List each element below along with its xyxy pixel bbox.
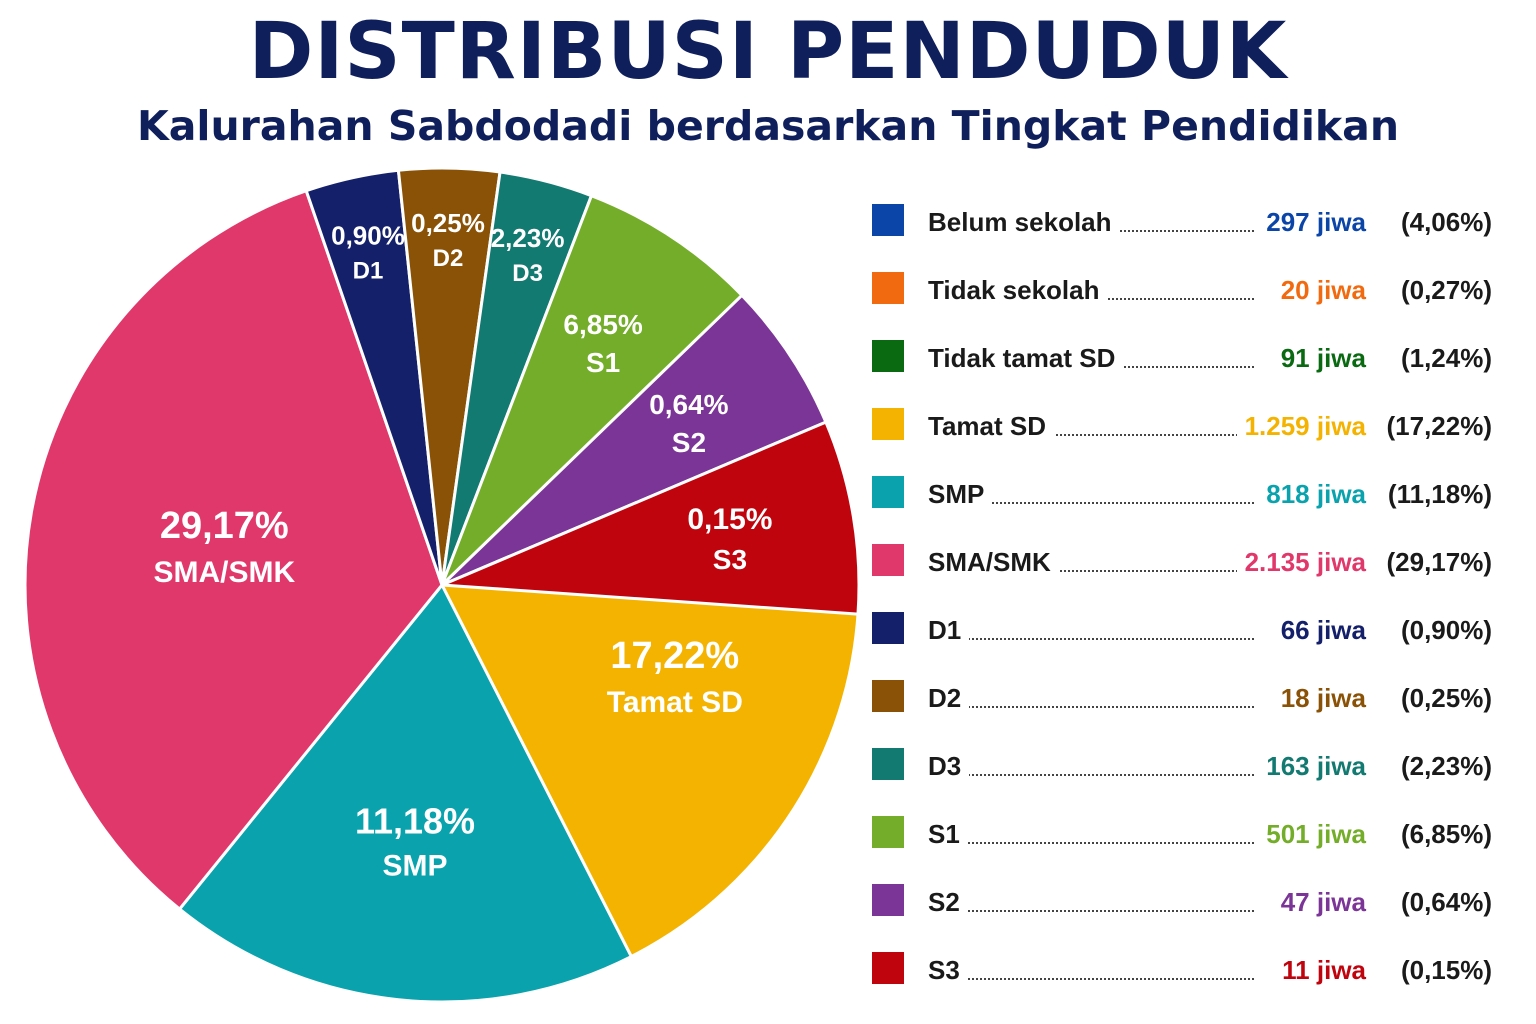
slice-percent-label: 0,90% xyxy=(331,220,405,250)
legend-count: 20 jiwa xyxy=(1272,272,1366,308)
slice-category-label: Tamat SD xyxy=(607,686,743,719)
legend-category-label: S3 xyxy=(928,952,968,988)
legend-category-label: D3 xyxy=(928,748,970,784)
legend-dotted-leader xyxy=(932,774,1254,776)
legend-category-label: SMP xyxy=(928,476,993,512)
legend-swatch xyxy=(872,544,904,576)
legend-item: SMP 818 jiwa (11,18%) xyxy=(872,476,1502,544)
legend-count: 818 jiwa xyxy=(1258,476,1366,512)
legend-count: 163 jiwa xyxy=(1258,748,1366,784)
legend-dotted-leader xyxy=(932,638,1254,640)
legend-percent: (0,64%) xyxy=(1400,887,1492,917)
legend-percent: (29,17%) xyxy=(1386,547,1493,577)
legend-dotted-leader xyxy=(932,502,1254,504)
legend-percent: (2,23%) xyxy=(1400,751,1492,781)
legend-swatch xyxy=(872,748,904,780)
legend-percent: (0,27%) xyxy=(1400,275,1492,305)
legend-swatch xyxy=(872,612,904,644)
legend-count: 66 jiwa xyxy=(1272,612,1366,648)
legend-item: S3 11 jiwa (0,15%) xyxy=(872,952,1502,1020)
legend-percent: (17,22%) xyxy=(1386,411,1493,441)
legend-swatch xyxy=(872,272,904,304)
legend-dotted-leader xyxy=(932,842,1254,844)
pie-slice-s3 xyxy=(440,420,861,616)
legend-category-label: SMA/SMK xyxy=(928,544,1059,580)
legend-swatch xyxy=(872,408,904,440)
legend-item: SMA/SMK 2.135 jiwa (29,17%) xyxy=(872,544,1502,612)
legend-item: S2 47 jiwa (0,64%) xyxy=(872,884,1502,952)
chart-title: DISTRIBUSI PENDUDUK xyxy=(248,7,1288,97)
legend-swatch xyxy=(872,476,904,508)
legend-count: 2.135 jiwa xyxy=(1236,544,1366,580)
legend-swatch xyxy=(872,816,904,848)
chart-legend: Belum sekolah 297 jiwa (4,06%) Tidak sekola… xyxy=(872,204,1502,1020)
slice-percent-label: 0,64% xyxy=(649,389,728,420)
legend-category-label: D1 xyxy=(928,612,970,648)
legend-swatch xyxy=(872,884,904,916)
legend-count: 501 jiwa xyxy=(1258,816,1366,852)
legend-item: D1 66 jiwa (0,90%) xyxy=(872,612,1502,680)
slice-category-label: S1 xyxy=(586,347,620,378)
slice-category-label: D1 xyxy=(353,257,384,284)
pie-slice-s1 xyxy=(440,194,744,587)
slice-percent-label: 6,85% xyxy=(563,309,642,340)
slice-percent-label: 2,23% xyxy=(491,223,565,253)
pie-slice-s2 xyxy=(440,293,828,587)
legend-dotted-leader xyxy=(932,434,1254,436)
legend-item: D2 18 jiwa (0,25%) xyxy=(872,680,1502,748)
slice-category-label: SMA/SMK xyxy=(153,556,295,589)
slice-category-label: SMP xyxy=(382,850,447,883)
legend-swatch xyxy=(872,680,904,712)
legend-dotted-leader xyxy=(932,978,1254,980)
legend-item: S1 501 jiwa (6,85%) xyxy=(872,816,1502,884)
legend-percent: (0,25%) xyxy=(1400,683,1492,713)
slice-percent-label: 11,18% xyxy=(355,801,475,842)
legend-category-label: D2 xyxy=(928,680,970,716)
legend-swatch xyxy=(872,952,904,984)
legend-category-label: S1 xyxy=(928,816,968,852)
chart-subtitle: Kalurahan Sabdodadi berdasarkan Tingkat … xyxy=(136,102,1400,150)
slice-category-label: D2 xyxy=(433,245,464,272)
slice-category-label: D3 xyxy=(512,260,543,287)
legend-count: 11 jiwa xyxy=(1274,952,1366,988)
pie-slice-smp xyxy=(178,583,633,1004)
legend-category-label: Tidak sekolah xyxy=(928,272,1108,308)
legend-percent: (4,06%) xyxy=(1400,207,1492,237)
legend-category-label: S2 xyxy=(928,884,968,920)
legend-category-label: Belum sekolah xyxy=(928,204,1120,240)
legend-count: 297 jiwa xyxy=(1258,204,1366,240)
legend-item: Tamat SD 1.259 jiwa (17,22%) xyxy=(872,408,1502,476)
legend-item: Belum sekolah 297 jiwa (4,06%) xyxy=(872,204,1502,272)
legend-count: 47 jiwa xyxy=(1272,884,1366,920)
legend-count: 1.259 jiwa xyxy=(1236,408,1366,444)
legend-item: Tidak sekolah 20 jiwa (0,27%) xyxy=(872,272,1502,340)
legend-percent: (0,90%) xyxy=(1400,615,1492,645)
legend-percent: (1,24%) xyxy=(1400,343,1492,373)
legend-dotted-leader xyxy=(932,706,1254,708)
slice-percent-label: 17,22% xyxy=(610,635,739,677)
legend-category-label: Tamat SD xyxy=(928,408,1054,444)
slice-percent-label: 0,25% xyxy=(411,208,485,238)
legend-swatch xyxy=(872,204,904,236)
slice-percent-label: 29,17% xyxy=(160,505,289,547)
legend-swatch xyxy=(872,340,904,372)
legend-item: D3 163 jiwa (2,23%) xyxy=(872,748,1502,816)
legend-dotted-leader xyxy=(932,910,1254,912)
legend-percent: (0,15%) xyxy=(1400,955,1492,985)
legend-count: 18 jiwa xyxy=(1272,680,1366,716)
legend-category-label: Tidak tamat SD xyxy=(928,340,1124,376)
legend-count: 91 jiwa xyxy=(1272,340,1366,376)
legend-percent: (11,18%) xyxy=(1387,479,1492,509)
slice-category-label: S3 xyxy=(713,544,747,575)
pie-slice-sma-smk xyxy=(23,189,444,911)
slice-category-label: S2 xyxy=(672,427,706,458)
pie-chart: 4,06%Belum sekolah0,27%Tidak sekolah1,24… xyxy=(23,166,861,1004)
legend-percent: (6,85%) xyxy=(1400,819,1492,849)
slice-percent-label: 0,15% xyxy=(687,503,772,536)
legend-dotted-leader xyxy=(932,570,1254,572)
legend-item: Tidak tamat SD 91 jiwa (1,24%) xyxy=(872,340,1502,408)
